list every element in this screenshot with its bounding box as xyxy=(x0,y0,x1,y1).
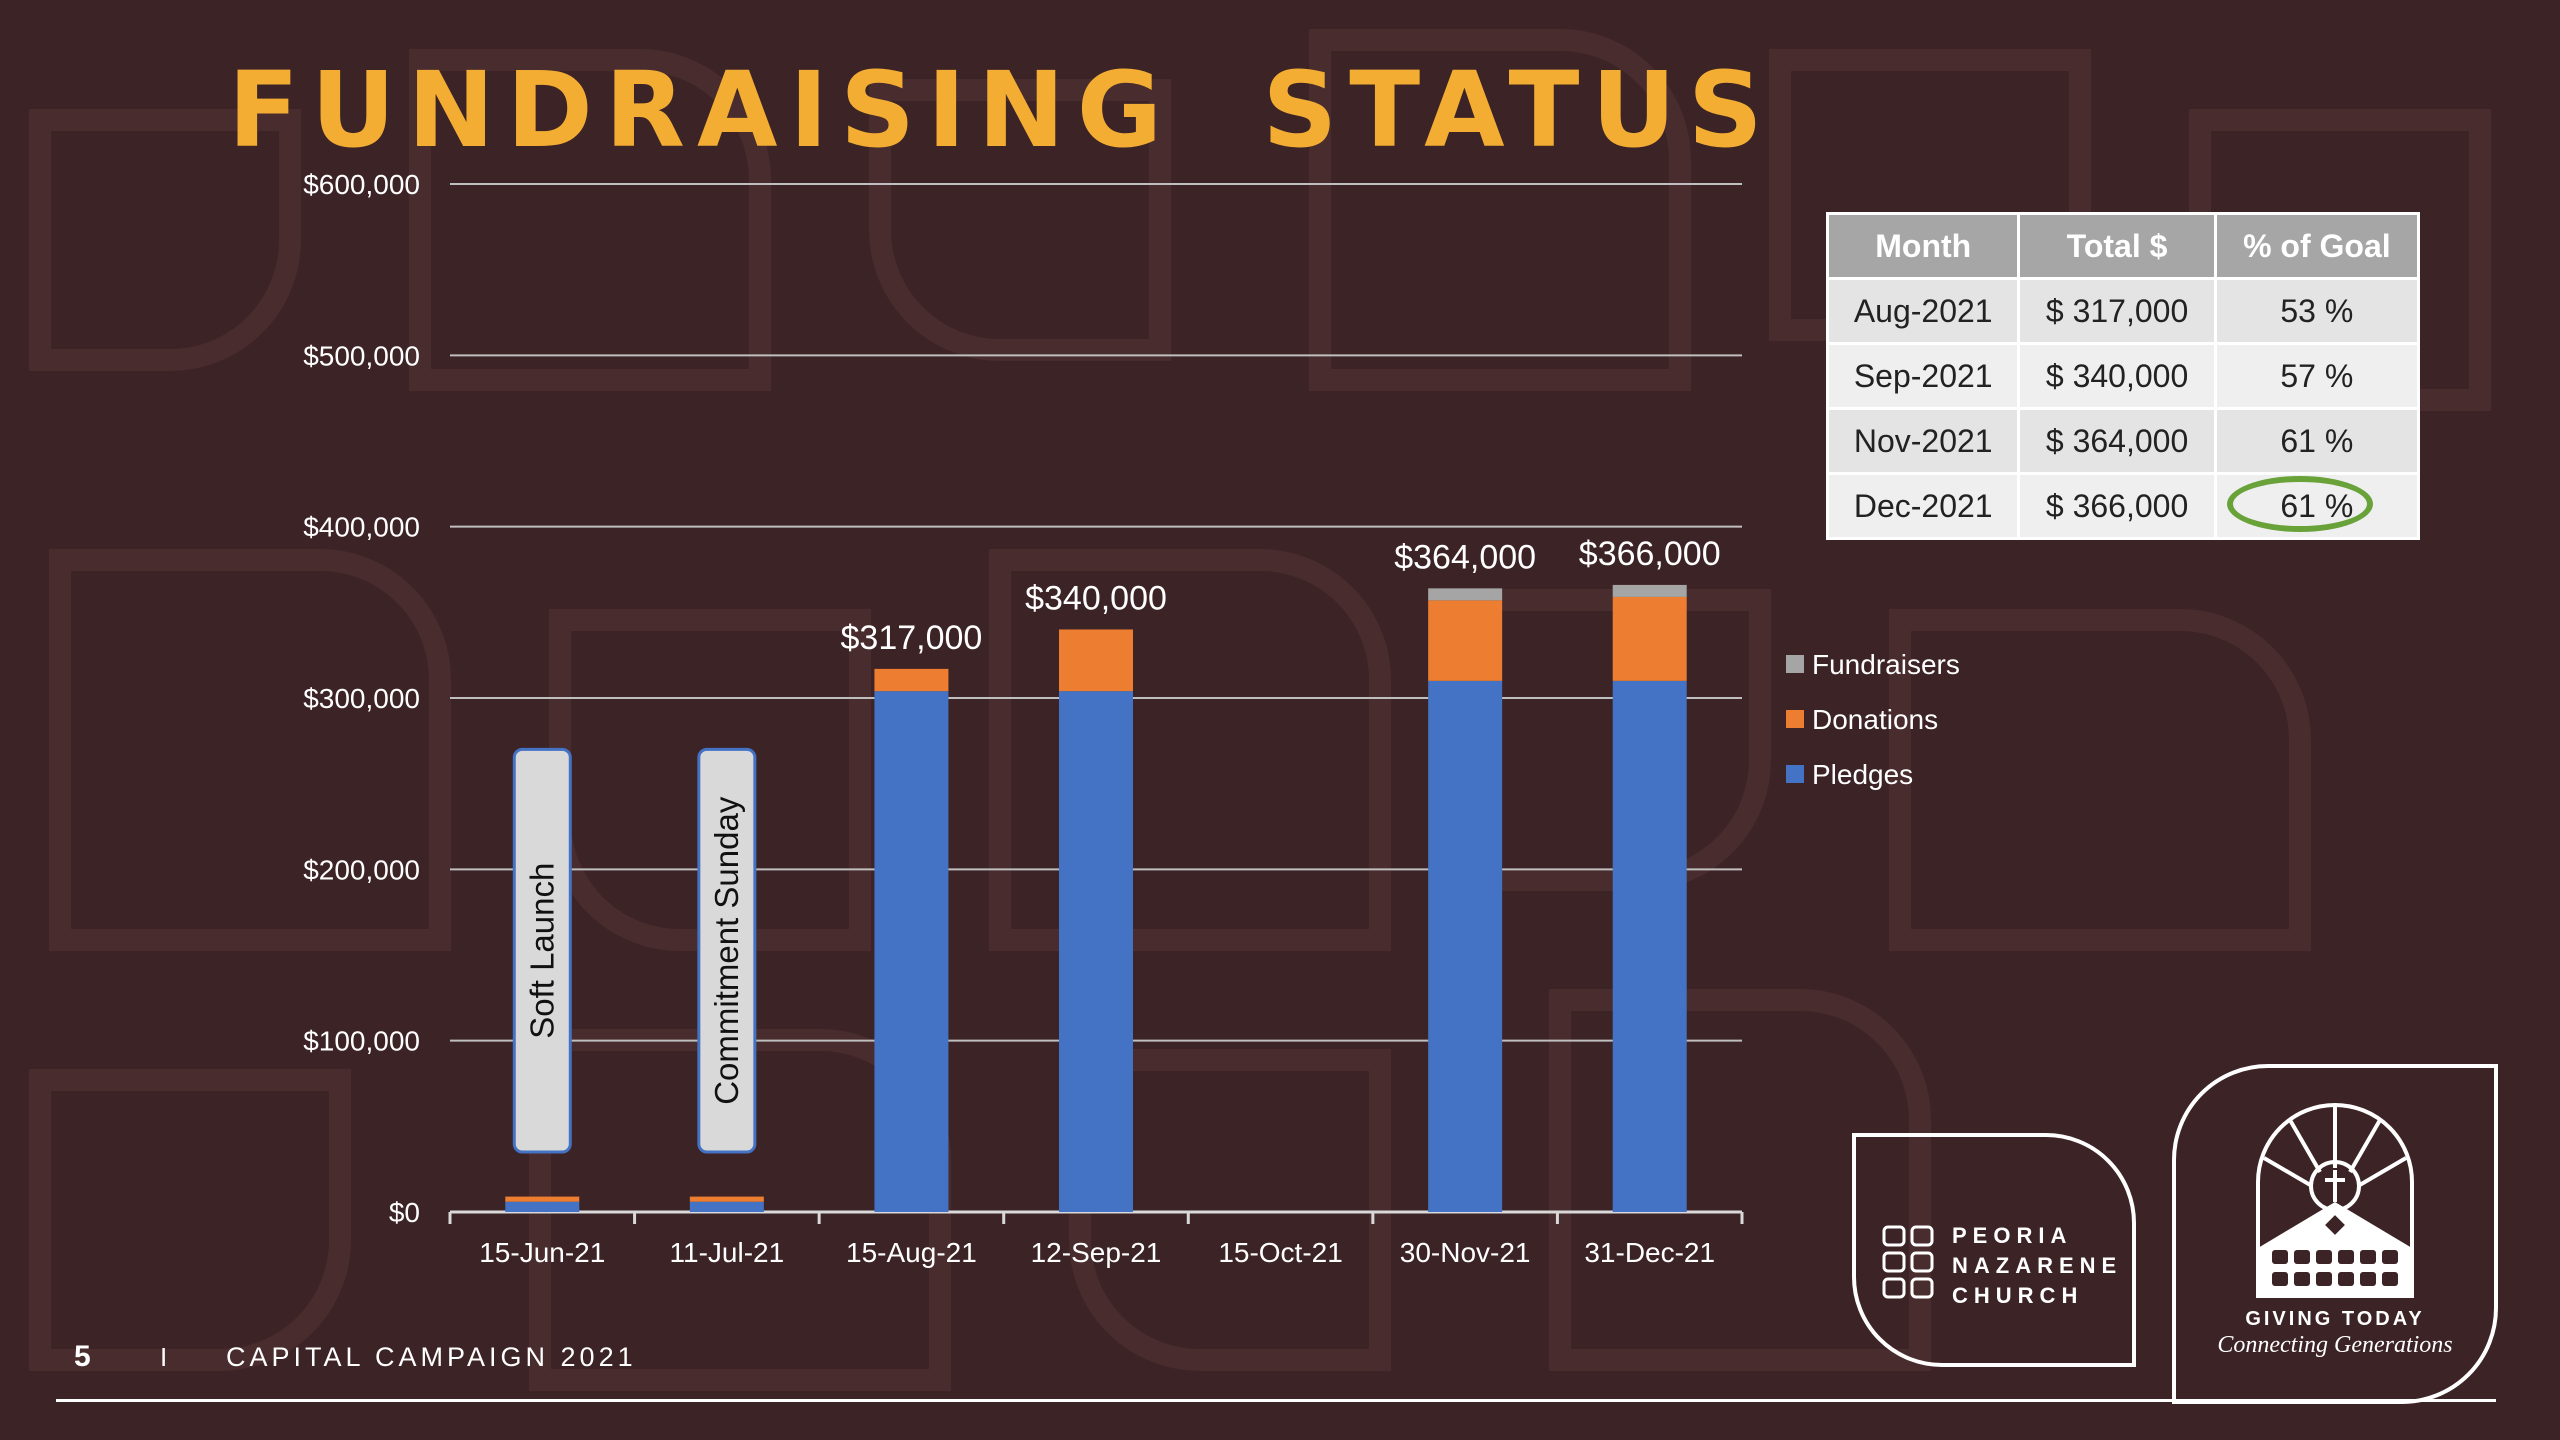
y-tick-label: $600,000 xyxy=(303,169,420,200)
goal-table-cell: Aug-2021 xyxy=(1825,277,2021,345)
table-row: Aug-2021 $ 317,000 53 % xyxy=(1825,277,2421,345)
goal-table-cell: $ 317,000 xyxy=(2017,277,2217,345)
legend-swatch xyxy=(1786,655,1804,673)
footer-divider xyxy=(56,1399,2496,1402)
table-row: Dec-2021 $ 366,000 61 % xyxy=(1825,472,2421,540)
bar-donations xyxy=(505,1196,580,1202)
footer-separator: I xyxy=(160,1342,168,1372)
legend-label: Donations xyxy=(1812,704,1938,735)
page-number: 5 xyxy=(74,1340,91,1373)
bar-pledges xyxy=(689,1201,764,1212)
page-title: FUNDRAISING STATUS xyxy=(228,49,1775,171)
x-tick-label: 15-Jun-21 xyxy=(479,1237,605,1268)
goal-table-header: Month Total $% of Goal xyxy=(1825,212,2421,280)
legend-swatch xyxy=(1786,765,1804,783)
church-name-line-2: NAZARENE xyxy=(1952,1253,2123,1278)
y-tick-label: $400,000 xyxy=(303,512,420,543)
total-data-label: $340,000 xyxy=(1025,579,1167,617)
bar-donations xyxy=(689,1196,764,1202)
total-data-label: $364,000 xyxy=(1394,538,1536,576)
church-name-line-3: CHURCH xyxy=(1952,1283,2084,1308)
bar-fundraisers xyxy=(1612,584,1687,597)
y-tick-label: $300,000 xyxy=(303,683,420,714)
bar-pledges xyxy=(505,1201,580,1212)
x-tick-label: 15-Oct-21 xyxy=(1218,1237,1343,1268)
goal-table-cell: 61 % xyxy=(2213,472,2421,540)
goal-table-cell: 61 % xyxy=(2213,407,2421,475)
goal-table-cell: $ 340,000 xyxy=(2017,342,2217,410)
x-tick-label: 15-Aug-21 xyxy=(846,1237,977,1268)
goal-table-cell: $ 364,000 xyxy=(2017,407,2217,475)
bar-pledges xyxy=(874,691,949,1212)
bar-pledges xyxy=(1612,680,1687,1212)
total-data-label: $366,000 xyxy=(1579,535,1721,573)
legend-label: Pledges xyxy=(1812,759,1913,790)
goal-table-header-cell: Total $ xyxy=(2017,212,2217,280)
event-callout-box xyxy=(512,747,572,1154)
bar-donations xyxy=(874,668,949,692)
church-grid-icon xyxy=(1882,1225,1934,1299)
goal-table-cell: 53 % xyxy=(2213,277,2421,345)
x-tick-label: 31-Dec-21 xyxy=(1584,1237,1715,1268)
bar-donations xyxy=(1612,596,1687,681)
goal-table-header-cell: % of Goal xyxy=(2213,212,2421,280)
x-tick-label: 12-Sep-21 xyxy=(1031,1237,1162,1268)
bar-donations xyxy=(1428,600,1503,681)
legend-swatch xyxy=(1786,710,1804,728)
table-row: Nov-2021 $ 364,000 61 % xyxy=(1825,407,2421,475)
y-tick-label: $200,000 xyxy=(303,854,420,885)
y-tick-label: $0 xyxy=(389,1197,420,1228)
bar-pledges xyxy=(1428,680,1503,1212)
bar-pledges xyxy=(1059,691,1133,1212)
x-tick-label: 11-Jul-21 xyxy=(670,1237,785,1268)
giving-subtitle: Connecting Generations xyxy=(2217,1332,2453,1358)
event-callout-box xyxy=(697,747,757,1154)
goal-table-cell: Nov-2021 xyxy=(1825,407,2021,475)
highlight-circle xyxy=(2226,476,2373,532)
event-callout-label: Commitment Sunday xyxy=(708,796,745,1105)
goal-table-cell: $ 366,000 xyxy=(2017,472,2217,540)
total-data-label: $317,000 xyxy=(841,619,983,657)
x-tick-label: 30-Nov-21 xyxy=(1400,1237,1531,1268)
table-row: Sep-2021 $ 340,000 57 % xyxy=(1825,342,2421,410)
bar-donations xyxy=(1059,629,1133,692)
bar-fundraisers xyxy=(1428,588,1503,601)
giving-title: GIVING TODAY xyxy=(2245,1308,2425,1330)
giving-today-logo: GIVING TODAY Connecting Generations xyxy=(2172,1064,2498,1404)
church-name-line-1: PEORIA xyxy=(1952,1223,2073,1248)
church-building-icon xyxy=(2256,1103,2414,1298)
y-tick-label: $100,000 xyxy=(303,1026,420,1057)
legend-label: Fundraisers xyxy=(1812,649,1960,680)
footer-campaign: CAPITAL CAMPAIGN 2021 xyxy=(226,1342,637,1372)
church-logo: PEORIA NAZARENE CHURCH xyxy=(1852,1133,2136,1367)
goal-table: Month Total $% of Goal Aug-2021 $ 317,000 5… xyxy=(1825,212,2421,540)
goal-table-cell: Sep-2021 xyxy=(1825,342,2021,410)
event-callout-label: Soft Launch xyxy=(523,863,560,1039)
y-tick-label: $500,000 xyxy=(303,340,420,371)
goal-table-cell: Dec-2021 xyxy=(1825,472,2021,540)
goal-table-header-cell: Month xyxy=(1825,212,2021,280)
goal-table-cell: 57 % xyxy=(2213,342,2421,410)
